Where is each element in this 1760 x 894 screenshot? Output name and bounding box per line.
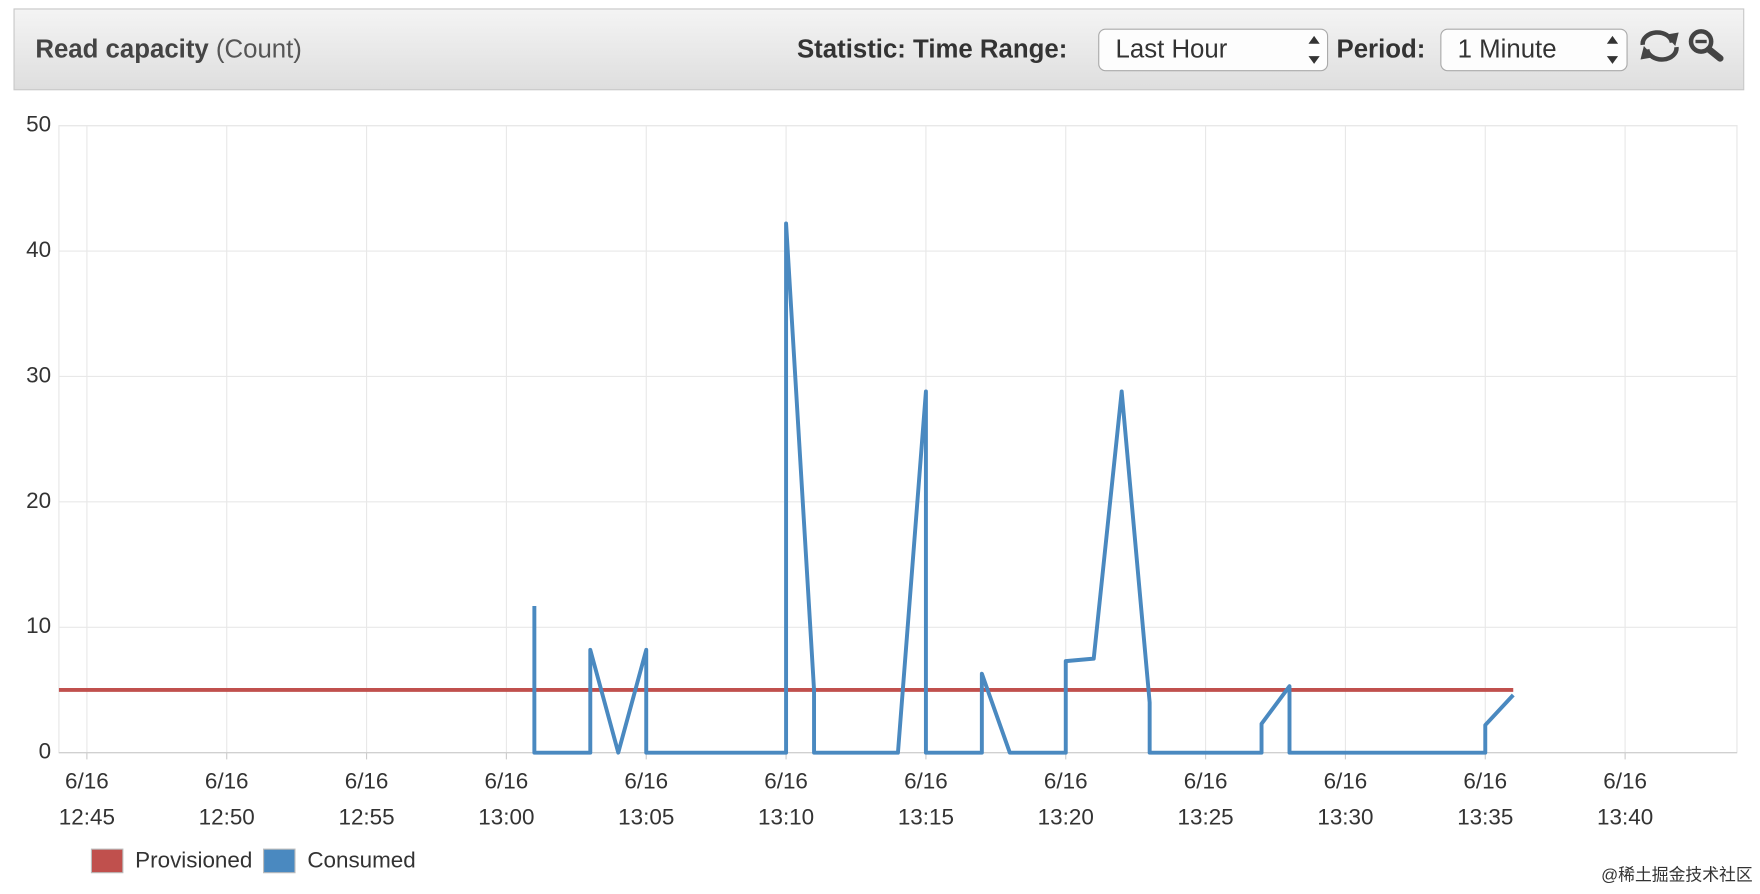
x-tick-label-box: 6/16 13:20 (1037, 769, 1094, 831)
x-tick-label: 6/16 13:05 (618, 769, 675, 831)
series-line (532, 221, 1515, 755)
grid: 0 10 20 30 40 50 6/16 12:45 6/16 12:50 6/16 12:5… (26, 112, 1737, 831)
x-tick-label-box: 6/16 12:50 (198, 769, 255, 831)
time-range-label-text: Time Range: (913, 35, 1067, 63)
y-tick-label: 50 (26, 112, 51, 137)
x-tick-label-box: 6/16 13:40 (1597, 769, 1654, 831)
y-tick-label: 0 (39, 739, 51, 764)
x-tick-label-box: 6/16 12:55 (338, 769, 395, 831)
period-select[interactable]: 1 Minute (1440, 28, 1628, 72)
x-tick-label-box: 6/16 13:05 (618, 769, 675, 831)
title: Read capacity (Count) (35, 35, 302, 63)
legend-swatch (90, 848, 124, 874)
series-lines (58, 221, 1515, 755)
x-tick-label: 6/16 12:50 (198, 769, 255, 831)
select-arrows (1308, 35, 1320, 64)
x-tick-label: 6/16 13:40 (1597, 769, 1654, 831)
x-tick-label: 6/16 13:35 (1457, 769, 1514, 831)
period-label: Period: (1337, 35, 1426, 63)
title-text: Read capacity (35, 35, 209, 63)
x-tick-label: 6/16 12:45 (58, 769, 115, 831)
x-tick-label-box: 6/16 13:10 (757, 769, 815, 831)
zoom-icon[interactable] (1688, 29, 1724, 62)
unit-text: (Count) (216, 35, 302, 63)
watermark: @稀土掘金技术社区 (1601, 865, 1753, 884)
legend: Provisioned Consumed (90, 847, 416, 874)
statistic-label: Statistic: Time Range: (797, 35, 1067, 63)
select-box[interactable] (1098, 28, 1329, 72)
select-value[interactable]: Last Hour (1116, 35, 1228, 63)
x-tick-label: 6/16 13:10 (757, 769, 815, 831)
x-tick-label: 6/16 13:25 (1177, 769, 1234, 831)
x-tick-label: 6/16 13:00 (478, 769, 535, 831)
x-tick-label-box: 6/16 13:30 (1317, 769, 1374, 831)
x-tick-label: 6/16 13:20 (1037, 769, 1094, 831)
x-tick-label-box: 6/16 13:00 (478, 769, 535, 831)
y-tick-label: 30 (26, 362, 51, 387)
x-tick-label: 6/16 13:30 (1317, 769, 1374, 831)
x-tick-label: 6/16 12:55 (338, 769, 395, 831)
x-tick-label-box: 6/16 13:35 (1457, 769, 1514, 831)
x-tick-label-box: 6/16 13:15 (897, 769, 954, 831)
y-tick-label: 20 (26, 488, 51, 513)
statistic-label-text: Statistic: (797, 35, 906, 63)
x-tick-label-box: 6/16 12:45 (58, 769, 115, 831)
y-tick-label: 10 (26, 613, 51, 638)
time-range-select[interactable]: Last Hour (1098, 28, 1329, 72)
x-tick-label-box: 6/16 13:25 (1177, 769, 1234, 831)
select-arrows (1606, 35, 1619, 64)
refresh-icon[interactable] (1640, 30, 1679, 62)
legend-label: Provisioned (135, 847, 252, 872)
x-tick-label: 6/16 13:15 (897, 769, 954, 831)
select-value[interactable]: 1 Minute (1458, 35, 1557, 63)
legend-label: Consumed (307, 847, 415, 872)
legend-swatch (263, 848, 296, 874)
y-tick-label: 40 (26, 237, 51, 262)
select-box[interactable] (1440, 28, 1628, 72)
